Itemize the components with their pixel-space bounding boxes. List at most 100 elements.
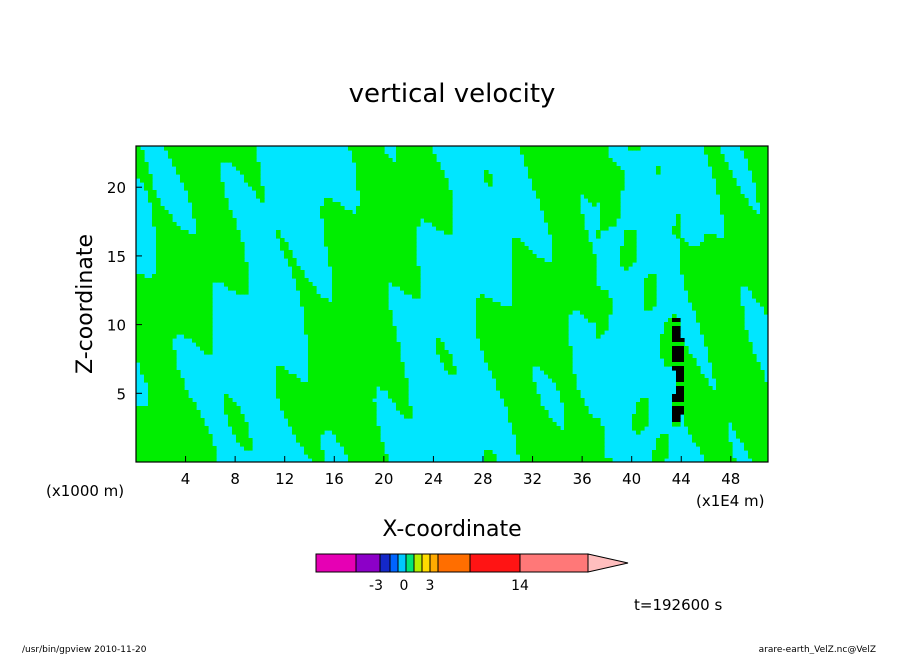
field-cell-3861	[384, 338, 389, 343]
field-cell-4988	[160, 398, 165, 403]
field-cell-2438	[184, 274, 189, 279]
field-cell-1015	[196, 202, 201, 207]
field-cell-3934	[376, 342, 381, 347]
field-cell-4312	[344, 362, 349, 367]
field-cell-3252	[152, 310, 157, 315]
field-cell-749	[196, 186, 201, 191]
field-cell-51	[556, 146, 561, 151]
field-cell-2334	[756, 266, 761, 271]
field-cell-4864	[392, 390, 397, 395]
field-cell-1684	[404, 238, 409, 243]
field-cell-3862	[388, 338, 393, 343]
field-cell-2303	[552, 266, 557, 271]
field-cell-1718	[156, 242, 161, 247]
field-cell-486	[428, 170, 433, 175]
field-cell-2	[168, 146, 173, 151]
field-cell-4891	[712, 390, 717, 395]
field-cell-4756	[172, 386, 177, 391]
field-cell-1694	[572, 238, 577, 243]
field-cell-3491	[704, 318, 709, 323]
field-cell-778	[432, 186, 437, 191]
field-cell-482	[412, 170, 417, 175]
field-cell-4087	[368, 350, 373, 355]
field-cell-635	[428, 178, 433, 183]
field-cell-2443	[204, 274, 209, 279]
field-cell-2532	[172, 278, 177, 283]
field-cell-241	[228, 158, 233, 163]
field-cell-1165	[360, 210, 365, 215]
field-cell-4109	[528, 350, 533, 355]
field-cell-1851	[556, 246, 561, 251]
field-cell-2689	[584, 282, 589, 287]
field-cell-4196	[660, 354, 665, 359]
field-cell-420	[544, 166, 549, 171]
field-cell-2889	[728, 290, 733, 295]
field-cell-621	[372, 178, 377, 183]
field-cell-3451	[364, 318, 369, 323]
field-cell-3530	[344, 322, 349, 327]
field-cell-1239	[364, 214, 369, 219]
field-cell-739	[728, 182, 733, 187]
field-cell-4076	[324, 350, 329, 355]
field-cell-703	[412, 182, 417, 187]
field-cell-4484	[452, 370, 457, 375]
field-cell-1223	[212, 214, 217, 219]
field-cell-857	[564, 190, 569, 195]
field-cell-491	[528, 170, 533, 175]
field-cell-65	[632, 146, 637, 151]
field-cell-3816	[676, 334, 681, 339]
field-cell-2934	[412, 294, 417, 299]
field-cell-305	[184, 162, 189, 167]
field-cell-4412	[504, 366, 509, 371]
field-cell-3199	[480, 306, 485, 311]
field-cell-4396	[368, 366, 373, 371]
field-cell-2165	[204, 262, 209, 267]
field-cell-4001	[336, 346, 341, 351]
field-cell-1516	[276, 230, 281, 235]
field-cell-1756	[380, 242, 385, 247]
field-cell-1219	[196, 214, 201, 219]
field-cell-2433	[164, 274, 169, 279]
field-cell-3496	[724, 318, 729, 323]
field-cell-104	[360, 150, 365, 155]
field-cell-451	[144, 170, 149, 175]
field-cell-3481	[588, 318, 593, 323]
field-cell-3903	[744, 338, 749, 343]
field-cell-626	[392, 178, 397, 183]
field-cell-199	[544, 154, 549, 159]
field-cell-984	[540, 198, 545, 203]
field-cell-3469	[520, 318, 525, 323]
field-cell-2944	[540, 294, 545, 299]
field-cell-2878	[652, 290, 657, 295]
field-cell-3505	[152, 322, 157, 327]
field-cell-1749	[352, 242, 357, 247]
field-cell-2977	[752, 294, 757, 299]
field-cell-2743	[308, 286, 313, 291]
field-cell-1462	[388, 226, 393, 231]
field-cell-1498	[160, 230, 165, 235]
field-cell-3560	[548, 322, 553, 327]
field-cell-4527	[168, 374, 173, 379]
field-cell-4315	[356, 362, 361, 367]
field-cell-3061	[720, 298, 725, 303]
field-cell-1144	[160, 210, 165, 215]
field-cell-2377	[388, 270, 393, 275]
field-cell-3151	[720, 302, 725, 307]
field-cell-3535	[364, 322, 369, 327]
field-cell-4004	[348, 346, 353, 351]
field-cell-1728	[196, 242, 201, 247]
field-cell-3550	[508, 322, 513, 327]
field-cell-2207	[540, 262, 545, 267]
field-cell-4123	[672, 350, 677, 355]
field-cell-4227	[312, 358, 317, 363]
field-cell-3436	[304, 318, 309, 323]
field-cell-974	[412, 198, 417, 203]
field-cell-2078	[220, 258, 225, 263]
field-cell-1992	[232, 254, 237, 259]
field-cell-4160	[356, 354, 361, 359]
field-cell-4338	[524, 362, 529, 367]
field-cell-3511	[176, 322, 181, 327]
field-cell-2943	[536, 294, 541, 299]
field-cell-1712	[744, 238, 749, 243]
field-cell-2232	[712, 262, 717, 267]
